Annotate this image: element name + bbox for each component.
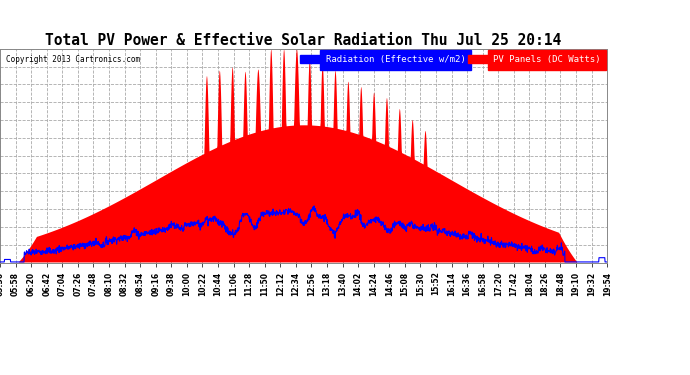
Legend: Radiation (Effective w/m2), PV Panels (DC Watts): Radiation (Effective w/m2), PV Panels (D… bbox=[299, 53, 602, 66]
Title: Total PV Power & Effective Solar Radiation Thu Jul 25 20:14: Total PV Power & Effective Solar Radiati… bbox=[46, 33, 562, 48]
Text: Copyright 2013 Cartronics.com: Copyright 2013 Cartronics.com bbox=[6, 55, 140, 64]
